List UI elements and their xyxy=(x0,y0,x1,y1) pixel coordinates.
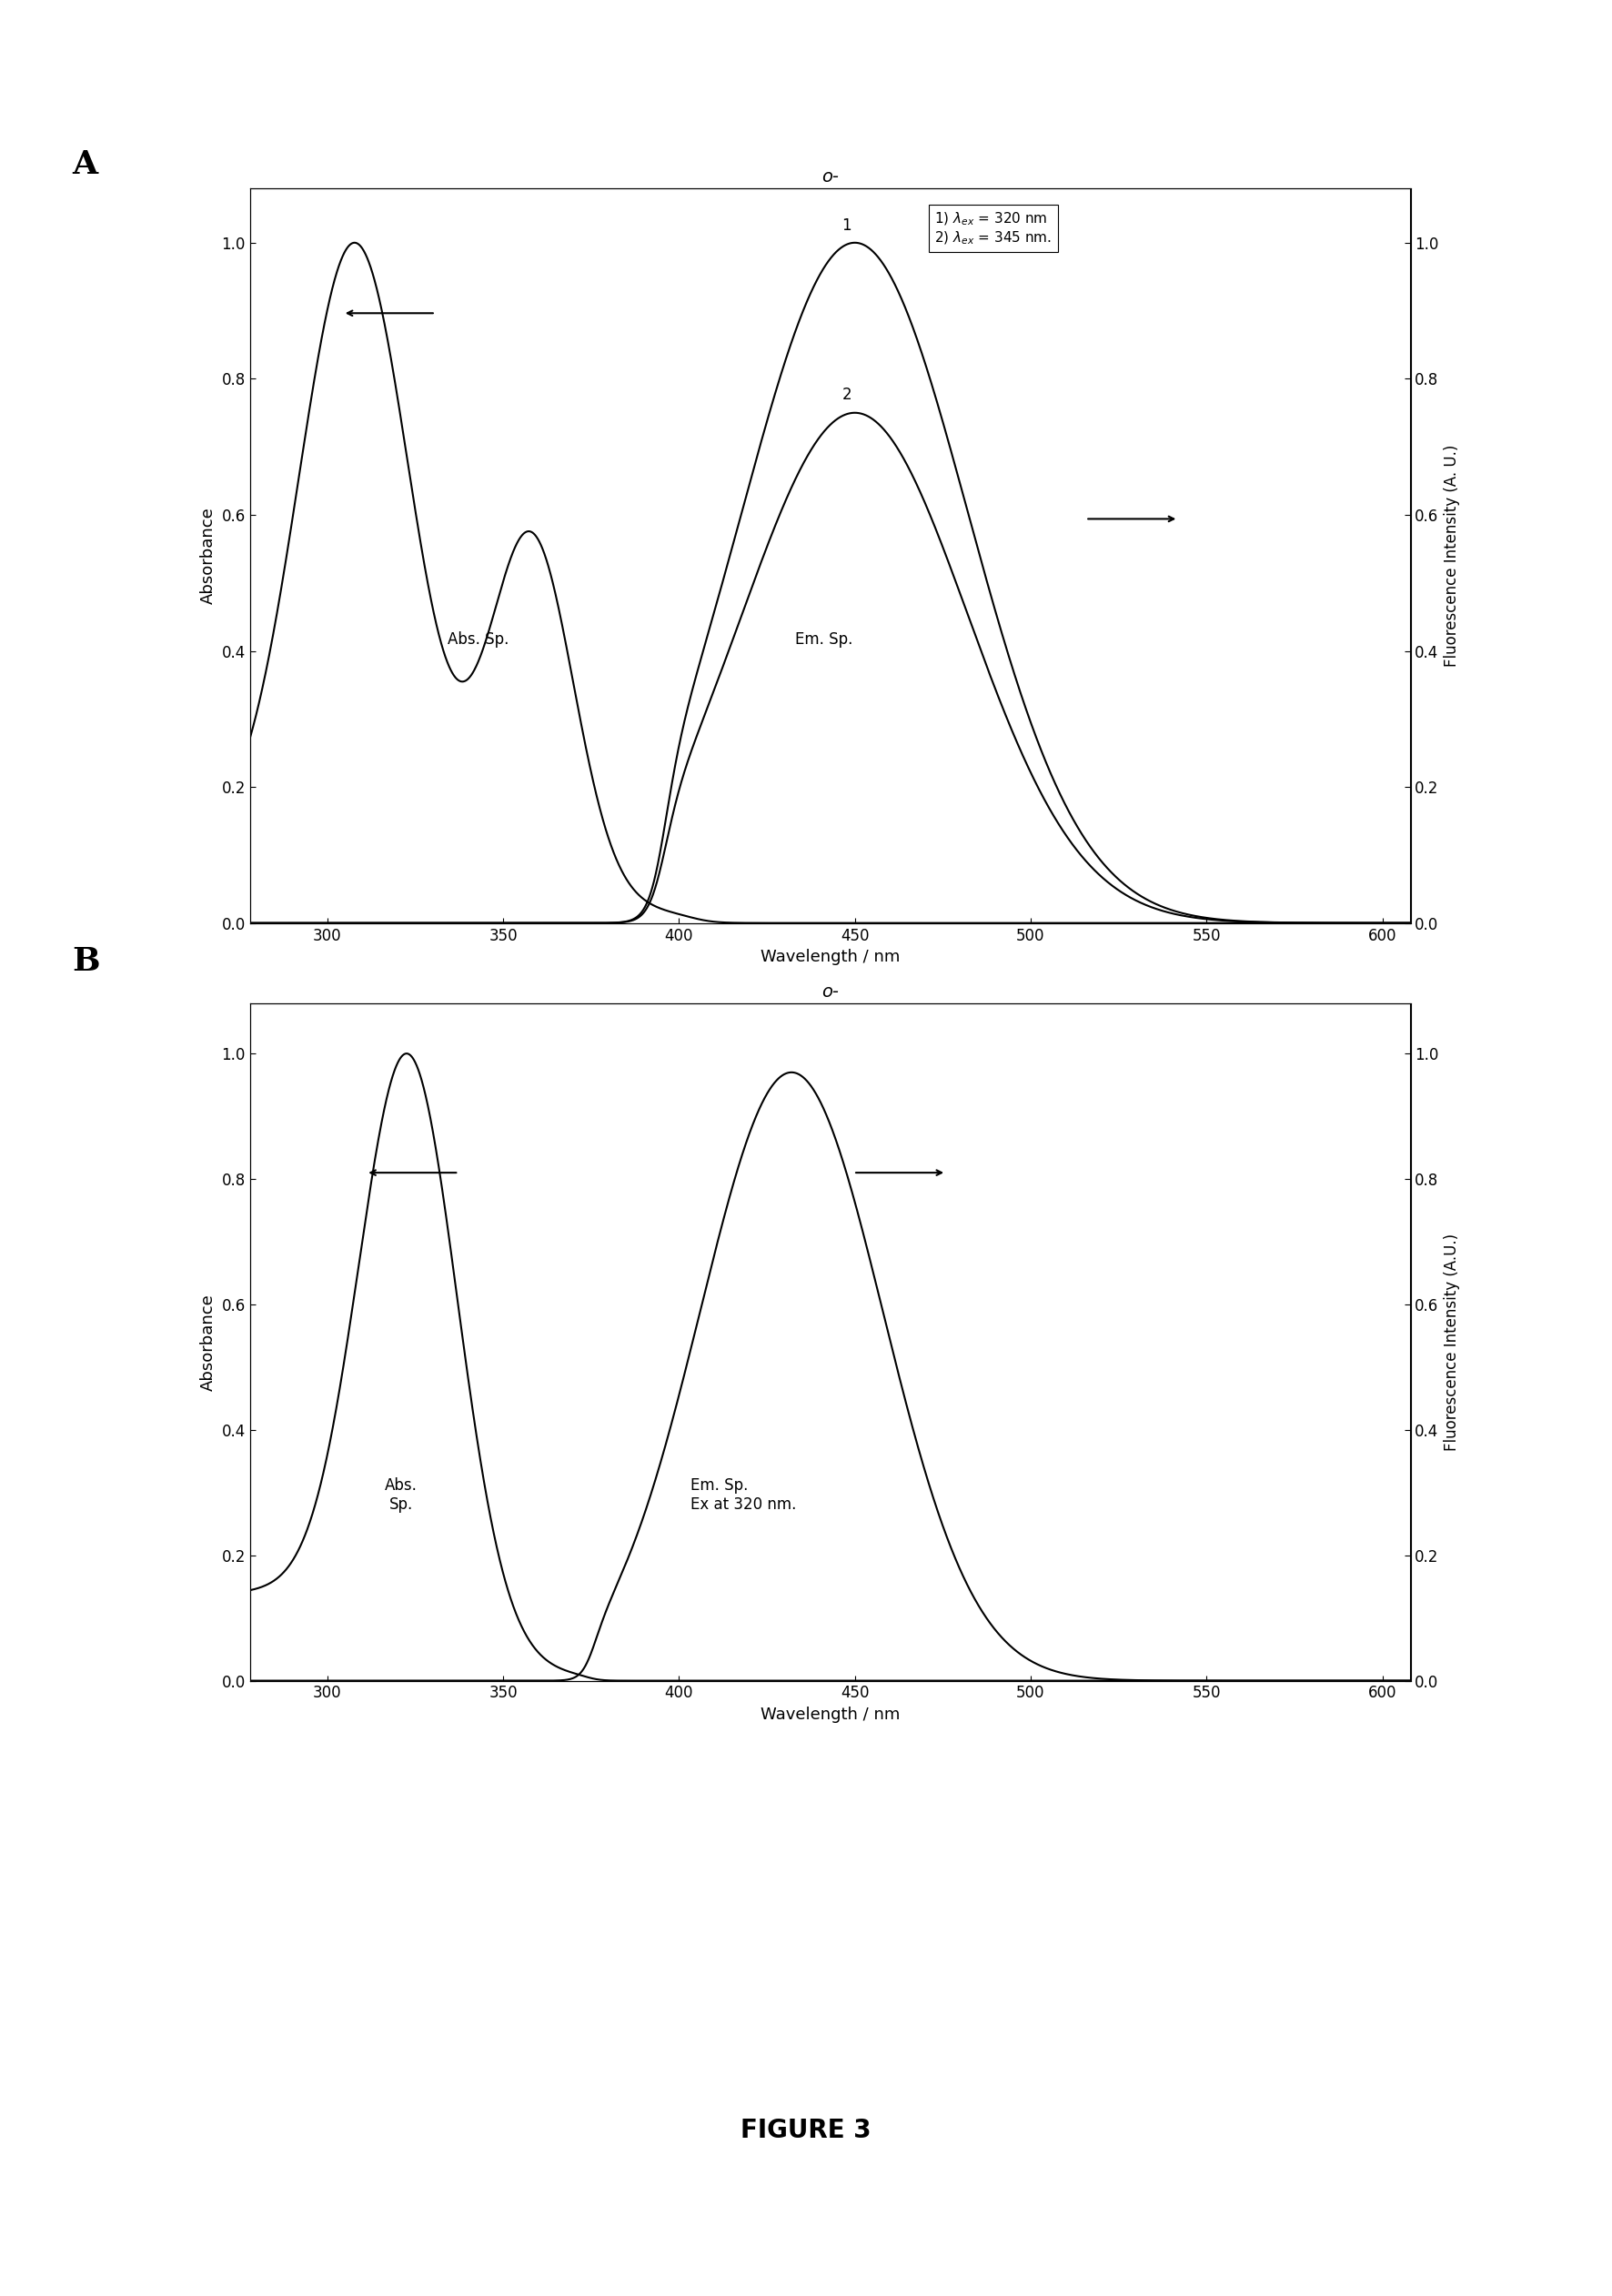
Text: 1: 1 xyxy=(841,218,851,234)
X-axis label: Wavelength / nm: Wavelength / nm xyxy=(761,1706,899,1722)
Text: B: B xyxy=(73,946,100,976)
Text: Abs. Sp.: Abs. Sp. xyxy=(447,631,508,647)
Title: o-: o- xyxy=(822,983,838,1001)
Text: FIGURE 3: FIGURE 3 xyxy=(740,2117,872,2144)
Text: A: A xyxy=(73,149,98,179)
Text: Em. Sp.
Ex at 320 nm.: Em. Sp. Ex at 320 nm. xyxy=(692,1479,796,1513)
Text: 2: 2 xyxy=(841,386,851,404)
Text: Em. Sp.: Em. Sp. xyxy=(795,631,853,647)
Text: Abs.
Sp.: Abs. Sp. xyxy=(384,1479,418,1513)
Y-axis label: Absorbance: Absorbance xyxy=(200,1293,216,1391)
Y-axis label: Absorbance: Absorbance xyxy=(200,507,216,604)
X-axis label: Wavelength / nm: Wavelength / nm xyxy=(761,948,899,964)
Text: 1) $\lambda_{ex}$ = 320 nm
2) $\lambda_{ex}$ = 345 nm.: 1) $\lambda_{ex}$ = 320 nm 2) $\lambda_{… xyxy=(935,211,1053,246)
Y-axis label: Fluorescence Intensity (A.U.): Fluorescence Intensity (A.U.) xyxy=(1444,1233,1460,1451)
Y-axis label: Fluorescence Intensity (A. U.): Fluorescence Intensity (A. U.) xyxy=(1444,445,1460,666)
Title: o-: o- xyxy=(822,168,838,186)
